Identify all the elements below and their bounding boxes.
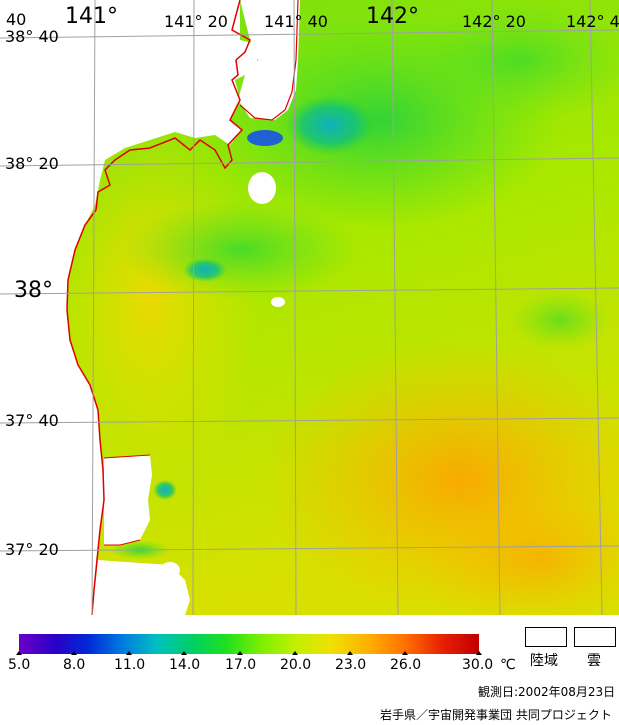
meridian-142-20 <box>491 0 501 615</box>
corner-label: 40 <box>6 10 27 29</box>
lat-label-38-00: 38° <box>14 278 53 303</box>
lon-label-141-00: 141° <box>65 4 118 29</box>
project-credit: 岩手県／宇宙開発事業団 共同プロジェクト <box>380 708 612 722</box>
meridian-142-00 <box>391 0 399 615</box>
coastline <box>66 0 251 615</box>
lat-label-38-20: 38° 20 <box>5 154 59 173</box>
colorbar-tick <box>16 651 22 655</box>
lon-label-142-20: 142° 20 <box>462 12 526 31</box>
coastline-south <box>103 454 151 546</box>
colorbar-tick <box>292 651 298 655</box>
parallel-37-40 <box>0 417 619 424</box>
cool-patch-east <box>510 290 610 350</box>
meridian-141-40 <box>293 0 297 615</box>
colorbar-label-26: 26.0 <box>390 657 422 673</box>
cloud-patch-tiny <box>160 562 180 578</box>
cloud-legend-label: 雲 <box>587 653 601 669</box>
colorbar-label-20: 20.0 <box>280 657 312 673</box>
colorbar-label-23: 23.0 <box>335 657 367 673</box>
temperature-colorbar <box>19 634 479 654</box>
colorbar-tick <box>126 651 132 655</box>
cold-eddy-offshore <box>183 258 227 282</box>
lat-label-37-20: 37° 20 <box>5 540 59 559</box>
sst-map: 40 141° 141° 20 141° 40 142° 142° 20 142… <box>0 0 619 615</box>
land-mainland <box>0 0 260 615</box>
warm-water-region-south <box>420 490 619 615</box>
colorbar-tick <box>402 651 408 655</box>
parallel-38-00 <box>0 287 619 295</box>
lon-label-142-00: 142° <box>366 4 419 29</box>
sst-map-canvas <box>0 0 619 615</box>
graticule <box>0 0 619 615</box>
lon-label-142-40: 142° 4 <box>566 12 619 31</box>
colorbar-tick <box>181 651 187 655</box>
cool-water-northeast <box>400 0 619 120</box>
meridian-141-00 <box>91 0 96 615</box>
colorbar-tick <box>71 651 77 655</box>
colorbar-label-17: 17.0 <box>225 657 257 673</box>
colorbar-tick <box>237 651 243 655</box>
observation-date: 観測日:2002年08月23日 <box>478 685 616 699</box>
lat-label-37-40: 37° 40 <box>5 411 59 430</box>
parallel-37-20 <box>0 545 619 552</box>
cloud-legend-swatch <box>574 627 616 647</box>
colorbar-label-30: 30.0 <box>462 657 494 673</box>
cloud-patch-north <box>248 172 276 204</box>
cold-eddy-south <box>153 480 177 500</box>
cool-water-tongue <box>120 200 360 300</box>
cloud-patch-south <box>104 455 152 545</box>
parallel-38-20 <box>0 157 619 167</box>
parallel-38-40 <box>0 29 619 39</box>
colorbar-label-5: 5.0 <box>8 657 31 673</box>
meridian-142-40 <box>589 0 603 615</box>
colorbar-tick <box>347 651 353 655</box>
cloud-patch-small <box>271 297 285 307</box>
cold-eddy-bay <box>285 95 375 155</box>
land-oshika-peninsula <box>238 0 300 120</box>
coastline-peninsula <box>239 0 299 121</box>
land-legend-label: 陸域 <box>530 653 558 669</box>
lat-label-38-40: 38° 40 <box>5 27 59 46</box>
colorbar-label-11: 11.0 <box>114 657 146 673</box>
meridian-141-20 <box>192 0 195 615</box>
lon-label-141-40: 141° 40 <box>264 12 328 31</box>
land-legend-swatch <box>525 627 567 647</box>
colorbar-label-8: 8.0 <box>63 657 86 673</box>
cold-inlet <box>247 130 283 146</box>
colorbar-label-14: 14.0 <box>169 657 201 673</box>
colorbar-tick <box>476 651 482 655</box>
lon-label-141-20: 141° 20 <box>164 12 228 31</box>
temperature-unit: ℃ <box>500 657 516 673</box>
